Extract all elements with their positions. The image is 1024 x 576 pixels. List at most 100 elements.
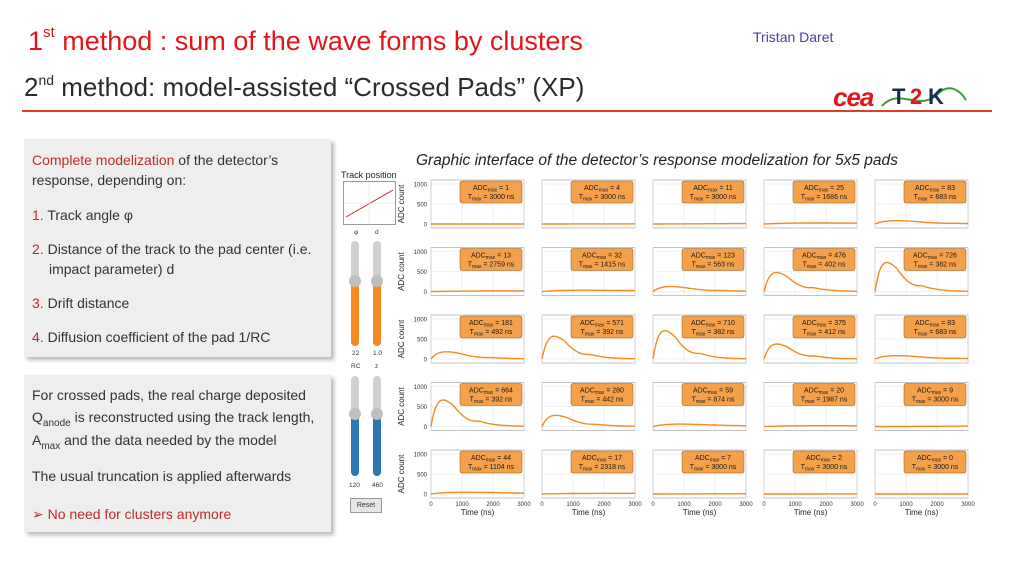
item-text: Distance of the track to the pad center …	[47, 241, 312, 257]
x-tick-label: 3000	[961, 502, 975, 508]
pad-waveform-line	[430, 491, 524, 495]
d-slider-fill	[373, 280, 381, 346]
track-line	[344, 182, 395, 224]
x-tick-label: 3000	[850, 502, 864, 508]
panel1-highlight: Complete modelization	[32, 152, 175, 168]
pad-waveform-line	[541, 335, 636, 360]
y-tick-label: 1000	[414, 318, 428, 324]
item-text: Drift distance	[47, 295, 130, 311]
pad-waveform-line	[763, 425, 857, 428]
x-tick-label: 1000	[455, 502, 469, 508]
adc-max-label: ADCmax = 20	[804, 388, 844, 397]
adc-max-label: ADCmax = 11	[693, 185, 733, 194]
t-max-label: Tmax = 683 ns	[914, 194, 957, 203]
reset-button[interactable]: Reset	[350, 498, 382, 513]
pad-label-box	[903, 450, 967, 474]
y-tick-label: 0	[424, 223, 428, 229]
panel2-line2: Qanode is reconstructed using the track …	[32, 408, 314, 433]
pad-label-box	[459, 315, 523, 339]
adc-max-label: ADCmax = 44	[471, 455, 511, 464]
t2k-letter-t: T	[892, 84, 906, 109]
pad-label-box	[570, 180, 634, 204]
x-tick-label: 0	[540, 502, 544, 508]
adc-max-label: ADCmax = 13	[471, 253, 511, 262]
track-position-label: Track position	[341, 170, 397, 180]
z-slider[interactable]	[371, 376, 383, 476]
item-text: Track angle φ	[47, 207, 133, 223]
arrow-bullet-icon: ➢	[32, 506, 44, 522]
rc-slider-label: RC	[351, 363, 361, 370]
pad-label-box	[459, 180, 523, 204]
track-position-plot[interactable]	[343, 181, 396, 225]
y-tick-label: 1000	[414, 183, 428, 189]
adc-max-label: ADCmax = 280	[580, 388, 624, 397]
x-axis-label: Time (ns)	[461, 508, 495, 517]
phi-slider[interactable]	[349, 241, 361, 346]
pad-waveform-line	[431, 290, 524, 293]
x-tick-label: 0	[762, 502, 766, 508]
rc-slider-value: 120	[349, 482, 360, 489]
z-slider-value: 460	[372, 482, 383, 489]
z-slider-knob[interactable]	[371, 408, 383, 420]
t-max-label: Tmax = 402 ns	[803, 262, 846, 271]
d-slider-knob[interactable]	[371, 274, 383, 287]
adc-max-label: ADCmax = 476	[802, 253, 846, 262]
x-tick-label: 1000	[566, 502, 580, 508]
phi-slider-fill	[351, 280, 359, 346]
x-tick-label: 3000	[517, 502, 531, 508]
y-tick-label: 1000	[414, 453, 428, 459]
x-axis-label: Time (ns)	[794, 508, 828, 517]
x-tick-label: 2000	[930, 502, 944, 508]
x-tick-label: 2000	[597, 502, 611, 508]
rc-slider-knob[interactable]	[349, 408, 361, 420]
panel2-line3: Amax and the data needed by the model	[32, 431, 277, 456]
t-max-label: Tmax = 1415 ns	[579, 262, 626, 271]
pad-waveform-line	[763, 271, 857, 292]
pad-label-box	[459, 383, 523, 406]
y-tick-label: 500	[417, 338, 428, 344]
t-max-label: Tmax = 1104 ns	[468, 464, 515, 473]
y-axis-label: ADC count	[397, 319, 406, 358]
d-slider-value: 1.0	[373, 350, 383, 357]
pad-waveform-line	[652, 285, 747, 293]
phi-slider-knob[interactable]	[349, 274, 361, 287]
y-axis-label: ADC count	[397, 386, 406, 425]
x-tick-label: 0	[651, 502, 655, 508]
pad-waveform-line	[542, 492, 635, 495]
x-tick-label: 2000	[486, 502, 500, 508]
q-symbol: Q	[32, 409, 43, 425]
y-axis-label: ADC count	[397, 184, 406, 223]
t-max-label: Tmax = 3000 ns	[912, 464, 959, 473]
a-symbol: A	[32, 432, 42, 448]
pad-label-box	[570, 315, 634, 339]
panel1-item-4: 4. Diffusion coefficient of the pad 1/RC	[32, 328, 270, 347]
item-number: 2.	[32, 241, 44, 257]
d-slider-label: d	[375, 229, 379, 236]
y-tick-label: 1000	[414, 250, 428, 256]
pad-label-box	[792, 383, 856, 406]
panel2-line5: No need for clusters anymore	[43, 506, 232, 522]
d-slider[interactable]	[371, 241, 383, 346]
pad-waveform-line	[541, 289, 635, 293]
y-axis-label: ADC count	[397, 251, 406, 290]
rc-slider[interactable]	[349, 376, 361, 476]
t-max-label: Tmax = 1987 ns	[801, 397, 848, 406]
t-max-label: Tmax = 3000 ns	[690, 194, 737, 203]
panel1-item-2-cont: impact parameter) d	[49, 261, 175, 277]
t2k-letter-2: 2	[910, 84, 923, 109]
x-tick-label: 1000	[899, 502, 913, 508]
title1-superscript: st	[43, 24, 55, 41]
pad-waveform-line	[763, 222, 857, 225]
pad-label-box	[570, 383, 634, 406]
pad-waveform-line	[652, 329, 747, 360]
t2k-logo-swoosh	[881, 87, 967, 107]
panel1-item-2: 2. Distance of the track to the pad cent…	[32, 240, 311, 259]
t-max-label: Tmax = 382 ns	[914, 262, 957, 271]
t-max-label: Tmax = 2759 ns	[468, 262, 515, 271]
x-tick-label: 1000	[788, 502, 802, 508]
adc-max-label: ADCmax = 571	[580, 320, 624, 329]
t-max-label: Tmax = 3000 ns	[468, 194, 515, 203]
adc-max-label: ADCmax = 664	[469, 388, 513, 397]
pad-label-box	[570, 450, 634, 474]
adc-max-label: ADCmax = 181	[469, 320, 513, 329]
